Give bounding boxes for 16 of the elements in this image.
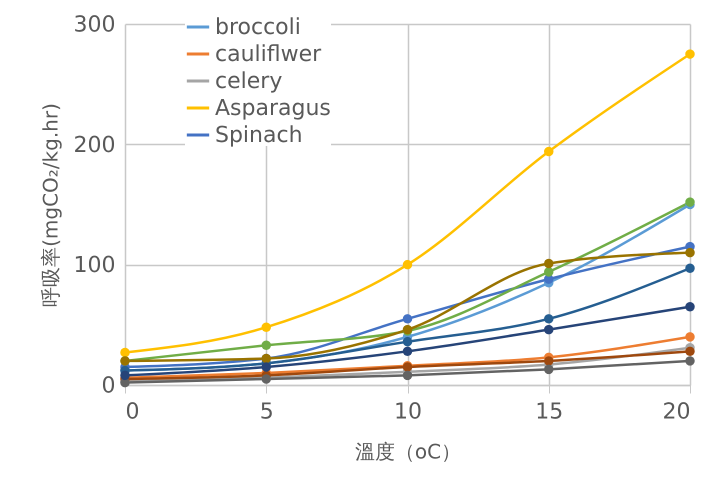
legend-label: cauliflwer (215, 42, 322, 67)
legend-label: Spinach (215, 123, 303, 148)
x-tick-label: 5 (260, 400, 274, 424)
legend-label: broccoli (215, 15, 301, 40)
legend-label: celery (215, 69, 282, 94)
x-tick-label: 20 (662, 400, 690, 424)
legend-label: Asparagus (215, 96, 331, 121)
x-axis-title: 溫度（oC） (354, 440, 462, 464)
x-tick-label: 0 (126, 400, 140, 424)
y-tick-label: 0 (102, 374, 116, 398)
x-tick-label: 15 (535, 400, 564, 424)
y-tick-label: 100 (74, 253, 116, 278)
y-tick-label: 200 (74, 132, 116, 158)
y-tick-label: 300 (74, 12, 116, 38)
y-axis-title: 呼吸率(mgCO₂/kg.hr) (38, 103, 63, 307)
x-tick-label: 10 (394, 400, 422, 424)
